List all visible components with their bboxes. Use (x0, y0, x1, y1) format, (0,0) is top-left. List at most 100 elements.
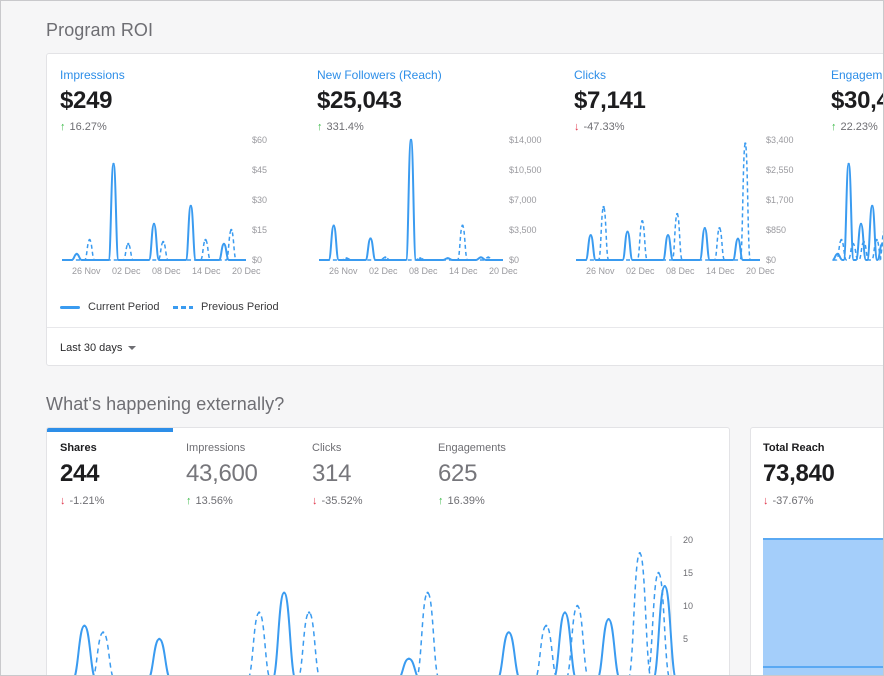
total-reach-metric: Total Reach 73,840 ↓ -37.67% (763, 442, 835, 507)
arrow-up-icon: ↑ (60, 121, 66, 133)
y-tick-label: $0 (509, 255, 519, 265)
data-point-previous (641, 219, 644, 223)
series-line-previous-period (62, 229, 246, 261)
data-point-previous (862, 240, 865, 244)
metric-label[interactable]: Impressions (60, 68, 125, 82)
legend-solid-swatch (60, 305, 80, 309)
y-tick-label: $15 (252, 225, 267, 235)
x-tick-label: 08 Dec (152, 266, 181, 276)
tab-shares[interactable]: Shares 244 ↓ -1.21% (60, 442, 104, 507)
active-tab-indicator (47, 428, 173, 432)
data-point-previous (657, 571, 660, 575)
metric-label[interactable]: Clicks (574, 68, 606, 82)
data-point-previous (101, 631, 105, 634)
metric-change: ↑ 16.27% (60, 121, 125, 133)
y-tick-label: $30 (252, 195, 267, 205)
metric-new-followers: New Followers (Reach) $25,043 ↑ 331.4% (317, 68, 442, 133)
metric-value: $249 (60, 87, 113, 114)
series-line-current-period (62, 162, 246, 261)
y-tick-label: $7,000 (509, 195, 537, 205)
reach-change: ↓ -37.67% (763, 495, 835, 507)
arrow-down-icon: ↓ (60, 495, 66, 507)
tab-value: 314 (312, 460, 352, 487)
arrow-up-icon: ↑ (317, 121, 323, 133)
data-point-current (158, 637, 161, 641)
tab-label: Shares (60, 442, 97, 454)
data-point-current (589, 234, 592, 237)
legend-current-period: Current Period (60, 301, 160, 313)
tab-clicks[interactable]: Clicks 314 ↓ -35.52% (312, 442, 362, 507)
y-tick-label: 10 (683, 601, 693, 611)
data-point-current (332, 224, 335, 227)
x-tick-label: 26 Nov (586, 266, 615, 276)
data-point-current (152, 222, 156, 226)
arrow-up-icon: ↑ (438, 495, 444, 507)
data-point-current (666, 234, 670, 237)
data-point-current (507, 631, 510, 634)
data-point-current (859, 222, 863, 226)
series-line-current-period (319, 138, 503, 261)
data-point-previous (127, 242, 130, 246)
y-tick-label: 20 (683, 535, 693, 545)
data-point-previous (204, 238, 207, 242)
metric-label[interactable]: New Followers (Reach) (317, 68, 442, 82)
y-tick-label: $2,550 (766, 165, 794, 175)
series-line-current-period (832, 162, 884, 261)
data-point-previous (744, 142, 747, 145)
series-line-current-period (73, 585, 676, 676)
tab-change: ↑ 13.56% (186, 495, 258, 507)
date-range-dropdown[interactable]: Last 30 days (60, 342, 137, 354)
tab-change-text: 16.39% (447, 495, 485, 507)
data-point-current (83, 624, 86, 627)
reach-area-lower-line (763, 666, 884, 668)
data-point-previous (419, 257, 422, 260)
legend-dashed-swatch (173, 305, 193, 309)
x-tick-label: 20 Dec (746, 266, 775, 276)
metric-engagements: Engagem $30,4 ↑ 22.23% (831, 68, 884, 133)
arrow-down-icon: ↓ (763, 495, 769, 507)
data-point-current (75, 252, 78, 256)
data-point-previous (461, 224, 464, 227)
data-point-previous (602, 205, 605, 209)
data-point-current (407, 657, 411, 660)
x-tick-label: 08 Dec (666, 266, 695, 276)
section-title-program-roi: Program ROI (46, 20, 154, 40)
data-point-current (446, 257, 449, 260)
tab-label: Engagements (438, 442, 506, 454)
data-point-previous (230, 228, 233, 232)
arrow-down-icon: ↓ (574, 121, 580, 133)
legend-previous-period: Previous Period (173, 301, 279, 313)
series-line-previous-period (576, 142, 760, 261)
data-point-current (369, 237, 372, 240)
metric-change: ↑ 331.4% (317, 121, 442, 133)
data-point-previous (851, 242, 855, 246)
tab-label: Clicks (312, 442, 342, 454)
x-tick-label: 20 Dec (232, 266, 261, 276)
data-point-current (479, 256, 483, 259)
tab-impressions[interactable]: Impressions 43,600 ↑ 13.56% (186, 442, 258, 507)
tab-engagements[interactable]: Engagements 625 ↑ 16.39% (438, 442, 506, 507)
data-point-current (282, 591, 286, 594)
y-tick-label: $45 (252, 165, 267, 175)
tab-change-text: 13.56% (195, 495, 233, 507)
y-tick-label: $850 (766, 225, 786, 235)
metric-value: $25,043 (317, 87, 402, 114)
arrow-up-icon: ↑ (831, 121, 837, 133)
metric-label[interactable]: Engagem (831, 68, 883, 82)
data-point-previous (88, 238, 91, 242)
metric-change-text: 22.23% (840, 121, 878, 133)
y-tick-label: $0 (766, 255, 776, 265)
data-point-previous (257, 611, 261, 614)
data-point-current (847, 162, 850, 166)
sparkline-impressions: $60 $45 $30 $15 $0 26 Nov 02 Dec 08 Dec 14 Dec 20… (62, 135, 267, 276)
x-tick-label: 08 Dec (409, 266, 438, 276)
data-point-current (607, 618, 610, 621)
y-tick-label: 15 (683, 568, 693, 578)
caret-down-icon (128, 346, 137, 350)
sparkline-engagements (832, 162, 884, 261)
metric-clicks: Clicks $7,141 ↓ -47.33% (574, 68, 646, 133)
y-tick-label: $0 (252, 255, 262, 265)
data-point-previous (840, 238, 843, 242)
reach-label: Total Reach (763, 442, 825, 454)
metric-change-text: -47.33% (583, 121, 625, 133)
